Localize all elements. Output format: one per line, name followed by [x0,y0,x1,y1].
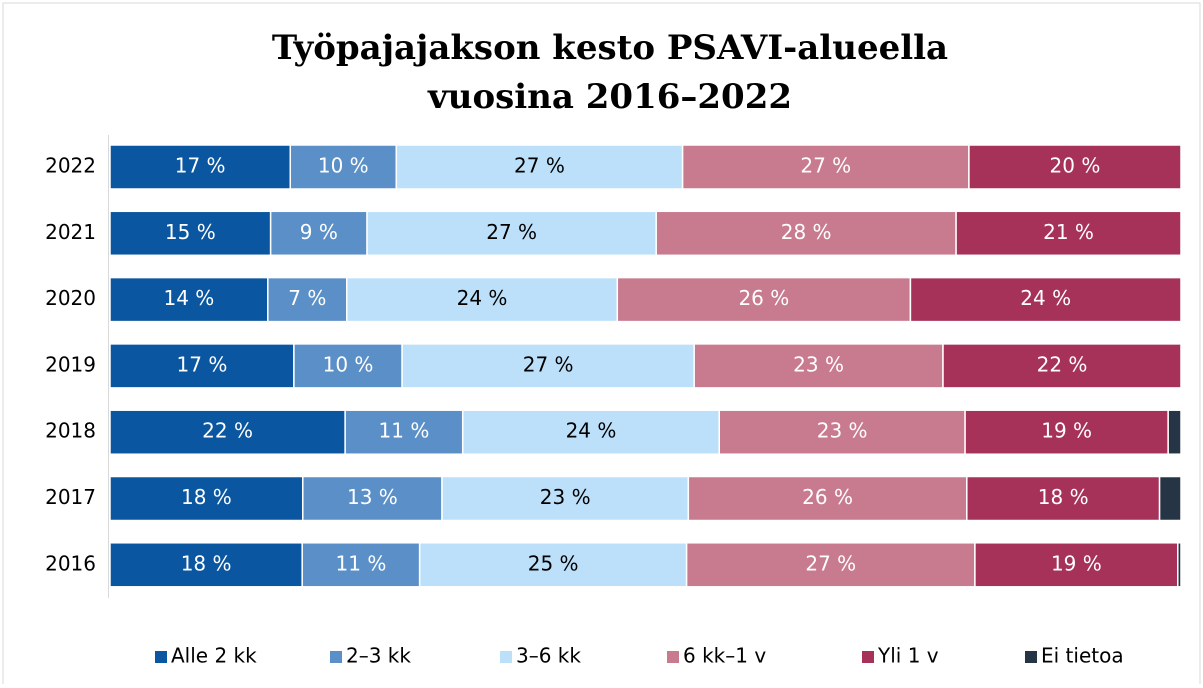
bar-segment [401,343,695,389]
data-label: 18 % [181,485,232,509]
legend-swatch [155,651,167,663]
bar-segment [909,276,1182,323]
data-label: 18 % [1038,485,1089,509]
bar-segment [109,144,292,190]
data-label: 27 % [486,220,537,244]
bar-segment [461,409,721,455]
data-label: 19 % [1051,551,1102,575]
chart-title: vuosina 2016–2022 [427,77,792,117]
bar-segment [1167,409,1182,455]
data-label: 27 % [514,154,565,178]
data-label: 21 % [1043,220,1094,244]
data-label: 22 % [202,419,253,443]
data-label: 23 % [793,352,844,376]
bar-segment [685,542,976,588]
y-tick-label: 2018 [45,419,96,443]
bar-segment [942,343,1182,389]
legend-swatch [862,651,874,663]
legend-label: 2–3 kk [346,644,411,668]
bar-segment [301,542,421,588]
y-tick-label: 2017 [45,485,96,509]
bar-segment [109,409,346,455]
chart-title: Työpajajakson kesto PSAVI-alueella [272,28,948,68]
bar-segment [687,475,968,522]
bar-segment [395,144,684,190]
data-label: 7 % [288,286,326,310]
bar-segment [968,144,1182,190]
data-label: 24 % [566,419,617,443]
bar-segment [955,210,1182,257]
data-label: 13 % [347,485,398,509]
legend-label: Yli 1 v [877,644,939,668]
y-tick-label: 2021 [45,220,96,244]
bar-segment [1158,475,1182,522]
data-label: 11 % [336,551,387,575]
legend-swatch [330,651,342,663]
bar-segment [1177,542,1182,588]
bar-segment [718,409,966,455]
y-tick-label: 2020 [45,286,96,310]
bar-segment [441,475,690,522]
data-label: 24 % [457,286,508,310]
bar-segment [302,475,443,522]
data-label: 14 % [164,286,215,310]
legend-label: Alle 2 kk [171,644,257,668]
legend-label: 3–6 kk [516,644,581,668]
data-label: 15 % [165,220,216,244]
bar-segment [289,144,398,190]
data-label: 27 % [800,154,851,178]
data-label: 23 % [540,485,591,509]
data-label: 27 % [805,551,856,575]
legend-label: Ei tietoa [1041,644,1124,668]
data-label: 11 % [379,419,430,443]
bar-segment [974,542,1179,588]
bar-segment [109,475,304,522]
data-label: 28 % [781,220,832,244]
data-label: 25 % [528,551,579,575]
data-label: 18 % [181,551,232,575]
legend-label: 6 kk–1 v [683,644,766,668]
data-label: 19 % [1041,419,1092,443]
bar-segment [269,210,368,257]
data-label: 24 % [1020,286,1071,310]
data-label: 27 % [523,352,574,376]
bar-segment [293,343,403,389]
y-tick-label: 2022 [45,154,96,178]
data-label: 26 % [738,286,789,310]
data-label: 10 % [318,154,369,178]
bar-segment [655,210,957,257]
bar-segment [344,409,464,455]
data-label: 10 % [323,352,374,376]
data-label: 22 % [1037,352,1088,376]
legend-swatch [500,651,512,663]
bar-segment [109,343,295,389]
y-tick-label: 2016 [45,551,96,575]
data-label: 26 % [802,485,853,509]
legend-swatch [667,651,679,663]
data-label: 17 % [177,352,228,376]
data-label: 23 % [817,419,868,443]
bar-segment [966,475,1161,522]
bar-segment [964,409,1169,455]
bar-segment [109,276,269,323]
bar-segment [345,276,619,323]
data-label: 9 % [300,220,338,244]
data-label: 17 % [175,154,226,178]
legend-swatch [1025,651,1037,663]
bar-segment [693,343,944,389]
y-tick-label: 2019 [45,352,96,376]
data-label: 20 % [1050,154,1101,178]
